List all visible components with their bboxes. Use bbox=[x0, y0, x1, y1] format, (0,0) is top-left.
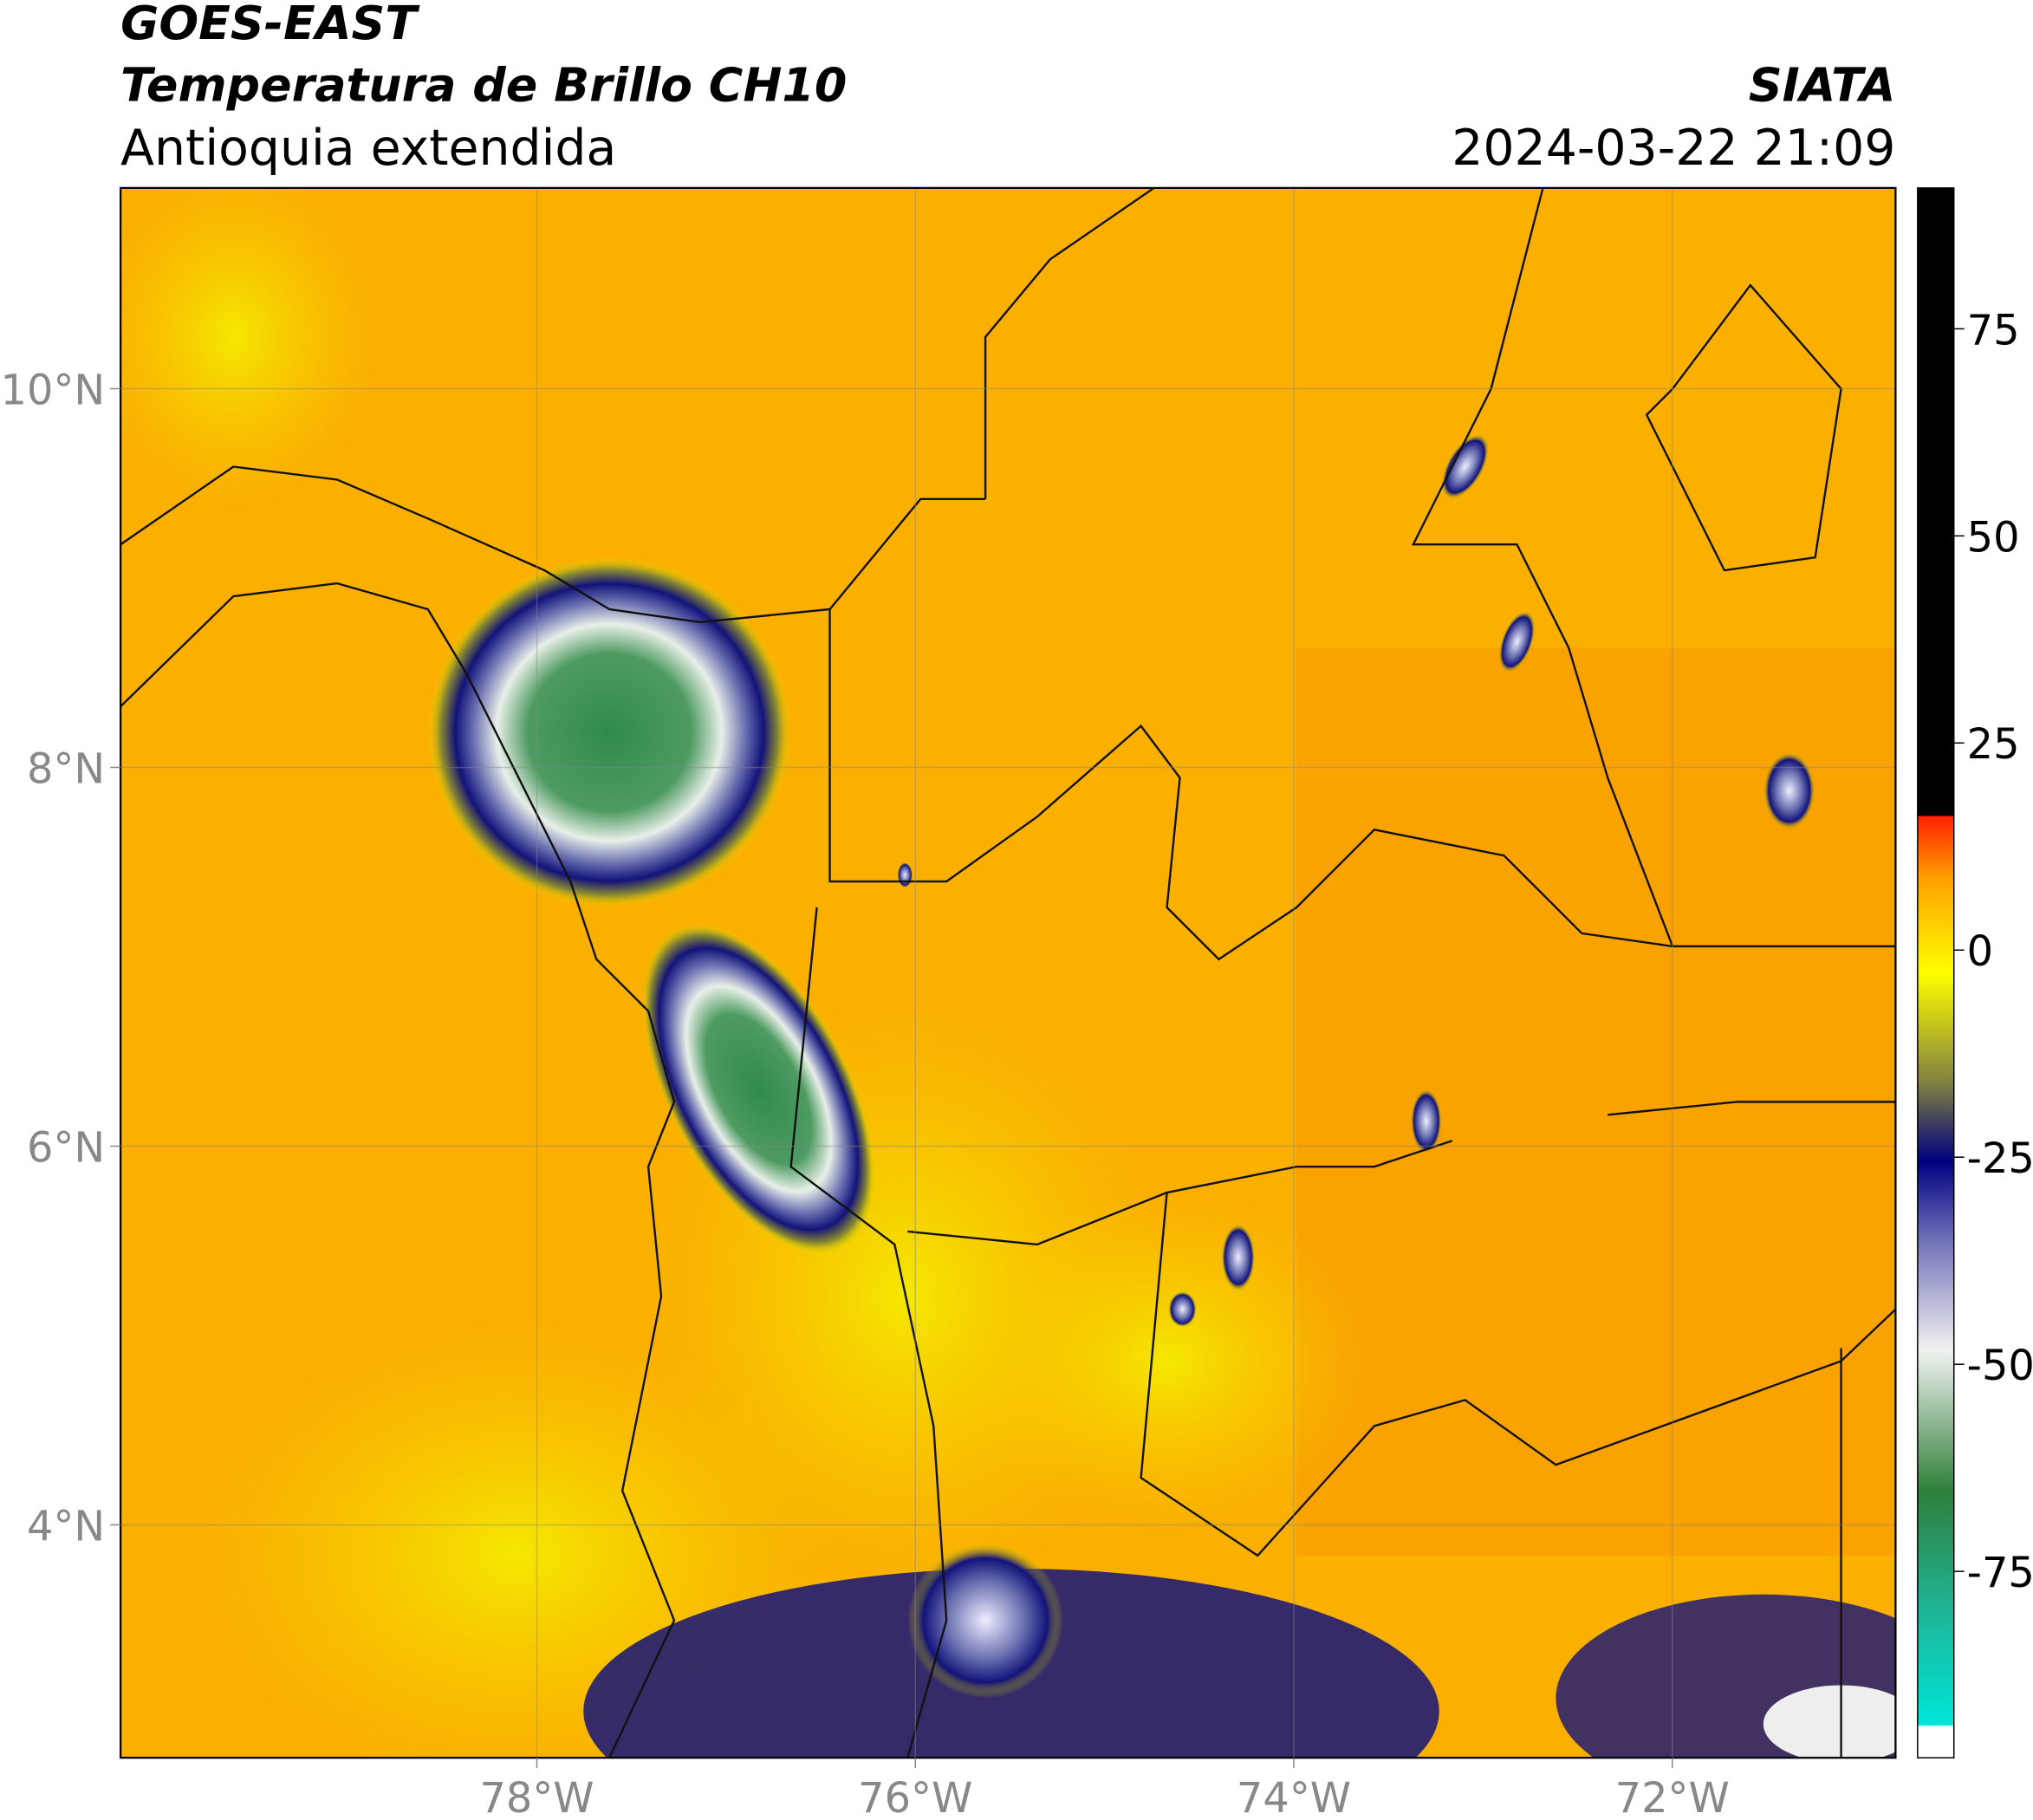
map-frame bbox=[120, 186, 1897, 1759]
colorbar-tick-label: -50 bbox=[1967, 1342, 2033, 1390]
grid bbox=[120, 187, 1896, 1758]
y-tick-label: 4°N bbox=[27, 1503, 105, 1550]
map-image bbox=[120, 187, 1896, 1758]
region: Antioquia extendida bbox=[120, 120, 616, 177]
colorbar bbox=[1917, 187, 1955, 1758]
colorbar-tick-label: 50 bbox=[1967, 514, 2020, 562]
x-tick-label: 72°W bbox=[1615, 1775, 1730, 1820]
colorbar-tick-label: -25 bbox=[1967, 1135, 2033, 1183]
colorbar-tick-label: 0 bbox=[1967, 928, 1993, 976]
colorbar-tick-label: 25 bbox=[1967, 721, 2020, 769]
y-tick-label: 6°N bbox=[27, 1124, 105, 1172]
colorbar-tick-label: 75 bbox=[1967, 307, 2020, 354]
y-tick-label: 8°N bbox=[27, 745, 105, 793]
x-tick-label: 74°W bbox=[1237, 1775, 1351, 1820]
x-tick-label: 78°W bbox=[479, 1775, 594, 1820]
y-tick-label: 10°N bbox=[1, 367, 106, 414]
colorbar-tick-label: -75 bbox=[1967, 1550, 2033, 1597]
source: SIATA bbox=[1749, 58, 1896, 113]
datetime: 2024-03-22 21:09 bbox=[1452, 120, 1895, 177]
title: GOES-EAST bbox=[120, 0, 420, 50]
subtitle: Temperatura de Brillo CH10 bbox=[120, 58, 847, 113]
x-tick-label: 76°W bbox=[858, 1775, 972, 1820]
